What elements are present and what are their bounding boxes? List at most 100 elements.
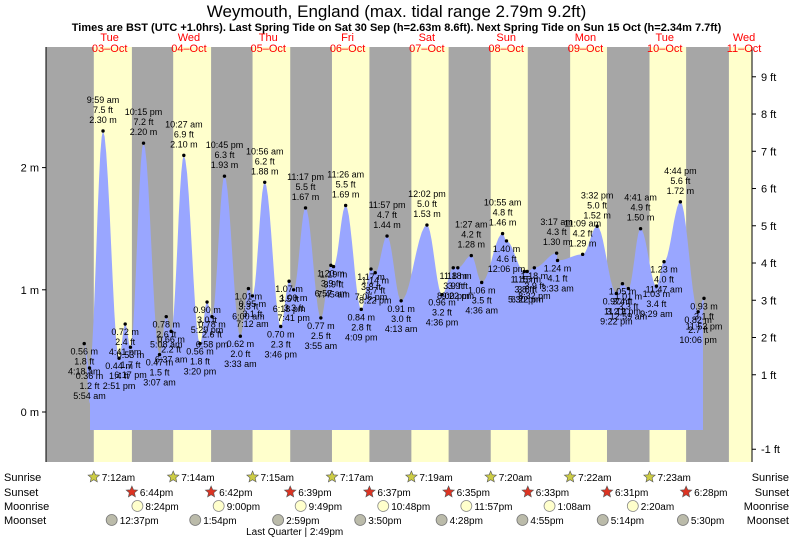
tide-m-label: 1.19 m [320,270,348,280]
tide-time-label: 3:32 pm [581,190,614,200]
day-date-label: 03–Oct [92,43,127,55]
tide-time-label: 6:18 pm [273,304,306,314]
right-tick-label: 8 ft [761,109,776,121]
tide-time-label: 3:17 am [540,217,573,227]
tide-time-label: 4:36 am [465,305,498,315]
right-tick-label: -1 ft [761,444,780,456]
tide-time-label: 11:12 pm [604,307,641,317]
tide-time-label: 6:58 pm [196,340,229,350]
sunrise-icon [246,470,260,483]
tide-m-label: 0.56 m [186,347,214,357]
tide-ft-label: 3.3 ft [238,302,259,312]
tide-point [638,227,643,231]
tide-point [210,314,214,319]
day-name-label: Wed [733,32,755,44]
left-tick-label: 2 m [21,163,39,175]
sunrise-icon [643,470,656,483]
tide-ft-label: 2.6 ft [156,330,177,340]
left-tick-label: 0 m [21,407,39,419]
tide-ft-label: 4.1 ft [548,273,569,283]
tide-ft-label: 7.2 ft [134,117,155,127]
sunrise-time: 7:23am [657,473,690,484]
moonset-icon [677,514,689,526]
tide-ft-label: 3.1 ft [694,311,715,321]
tide-time-label: 10:27 am [165,119,203,129]
tide-point [620,281,625,286]
tide-ft-label: 3.3 ft [618,302,639,312]
day-date-label: 07–Oct [409,43,444,55]
tide-time-label: 6:17 pm [114,370,147,380]
tide-m-label: 0.78 m [198,320,226,330]
tide-point [329,263,333,268]
tide-time-label: 9:59 am [87,95,120,105]
tide-point [319,316,323,320]
tide-time-label: 5:08 am [150,340,183,350]
moon-phase-label: Last Quarter | 2:49pm [246,527,343,538]
tide-ft-label: 5.0 ft [417,199,438,209]
tide-ft-label: 4.7 ft [377,210,398,220]
sunset-icon [283,485,297,498]
tide-ft-label: 2.3 ft [271,339,292,349]
sunset-time: 6:37pm [377,488,410,499]
tide-time-label: 5:29 pm [191,325,224,335]
tide-point [164,314,168,319]
sunset-icon [362,485,376,498]
tide-m-label: 0.44 m [105,361,133,371]
day-name-label: Sat [419,32,436,44]
tide-time-label: 7:45 am [317,290,350,300]
tide-m-label: 1.01 m [235,292,263,302]
tide-ft-label: 3.3 ft [284,303,305,313]
sunrise-time: 7:12am [102,473,135,484]
tide-m-label: 1.67 m [292,192,320,202]
tide-time-label: 6:37 am [155,354,188,364]
tide-point [678,200,683,204]
tide-point [205,300,209,304]
tide-ft-label: 3.9 ft [448,281,469,291]
tide-m-label: 0.77 m [307,321,335,331]
tide-time-label: 4:18 am [68,367,101,377]
tide-m-label: 1.15 m [511,274,539,284]
tide-point [117,356,121,360]
moonset-icon [516,514,529,526]
tide-ft-label: 2.8 ft [351,322,372,332]
moonrise-time: 11:57pm [474,502,512,513]
day-date-label: 09–Oct [568,43,603,55]
tide-m-label: 0.53 m [117,350,145,360]
tide-m-label: 1.05 m [609,287,637,297]
moonrise-icon [131,500,144,512]
tide-point [580,252,585,257]
moonset-icon [435,514,448,526]
tide-m-label: 0.66 m [157,334,185,344]
chart-title: Weymouth, England (max. tidal range 2.79… [206,2,587,21]
tide-ft-label: 3.8 ft [361,282,382,292]
tide-ft-label: 3.0 ft [391,314,412,324]
moonset-row-label-left: Moonset [4,515,46,527]
sunset-time: 6:42pm [219,488,252,499]
tide-m-label: 1.69 m [332,189,360,199]
sunset-row-label-left: Sunset [4,487,38,499]
tide-m-label: 1.53 m [413,209,441,219]
tide-m-label: 2.20 m [130,127,158,137]
sunrise-icon [166,470,180,483]
day-date-label: 10–Oct [647,43,682,55]
tide-m-label: 0.96 m [428,298,456,308]
moonrise-icon [626,500,639,512]
tide-time-label: 11:47 am [646,285,683,295]
tide-time-label: 10:55 am [484,198,522,208]
tide-time-label: 12:06 pm [488,264,526,274]
tide-point [500,231,505,236]
tide-point [101,129,105,133]
sunset-icon [442,485,456,498]
tide-m-label: 1.03 m [643,289,671,299]
tide-point [182,153,186,158]
tide-time-label: 3:33 am [541,283,574,293]
moonrise-icon [543,500,556,512]
tide-m-label: 1.01 m [615,292,643,302]
tide-m-label: 1.06 m [468,285,496,295]
right-tick-label: 4 ft [761,258,776,270]
tide-ft-label: 3.2 ft [432,308,453,318]
tide-ft-label: 3.2 ft [606,306,627,316]
tide-ft-label: 4.8 ft [493,208,514,218]
tide-point [555,258,560,263]
